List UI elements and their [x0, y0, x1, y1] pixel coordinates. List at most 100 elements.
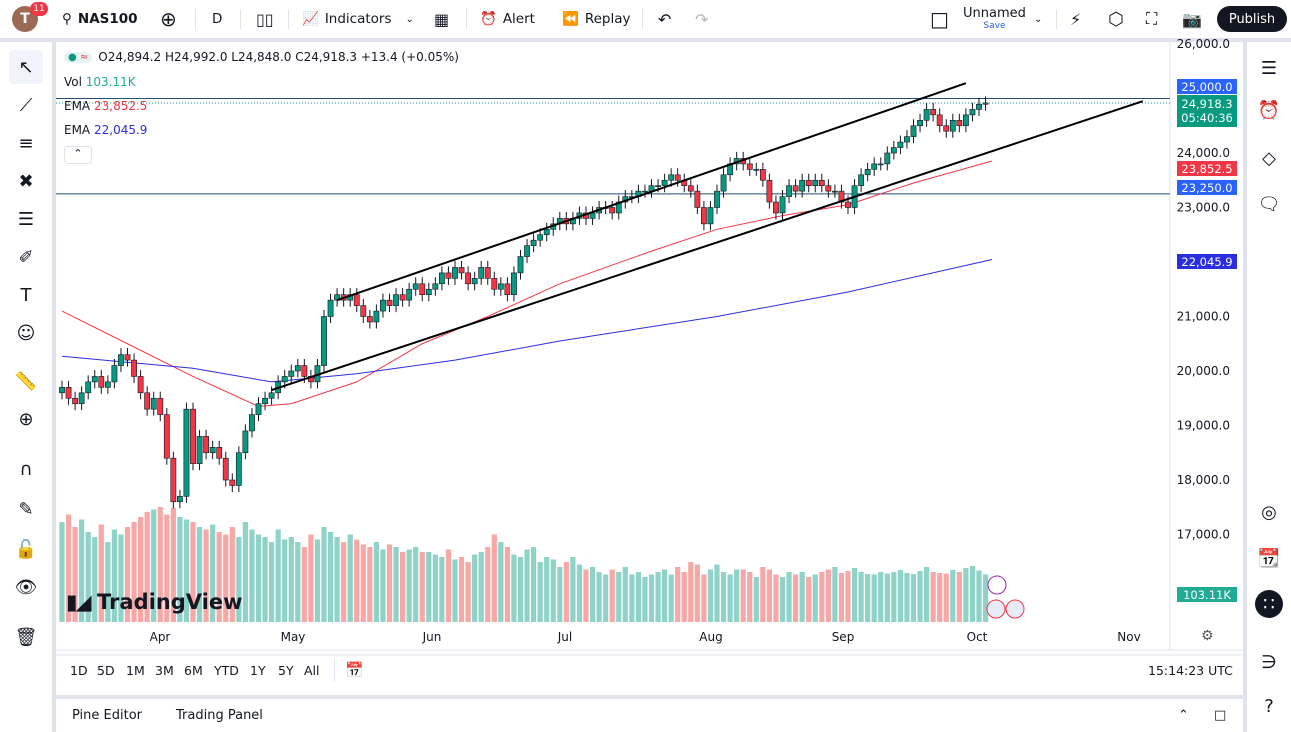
candle-body — [91, 376, 98, 383]
quick-search-icon[interactable]: ⚡ — [1070, 9, 1082, 29]
cursor-icon[interactable]: ↖ — [9, 50, 43, 84]
price-tick: 26,000.0 — [1177, 37, 1230, 51]
candle-body — [249, 414, 255, 432]
fib-icon[interactable]: ☰ — [17, 208, 35, 230]
volume-bar — [393, 547, 399, 622]
range-6m[interactable]: 6M — [184, 663, 203, 678]
volume-tag: 103.11K — [1177, 587, 1237, 602]
fullscreen-icon[interactable]: ⛶ — [1146, 9, 1158, 28]
pine-editor-tab[interactable]: Pine Editor — [72, 708, 143, 723]
collapse-panel-icon[interactable]: ⌃ — [1178, 708, 1189, 723]
ema2-legend[interactable]: EMA 22,045.9 — [64, 123, 148, 137]
indicators-button[interactable]: 📈 Indicators ⌄ — [302, 11, 414, 27]
chevron-down-icon[interactable]: ⌄ — [1034, 13, 1043, 25]
candle-body — [694, 190, 701, 208]
emoji-icon[interactable]: ☺ — [16, 322, 36, 344]
volume-bar — [124, 527, 131, 622]
publish-button[interactable]: Publish — [1217, 6, 1287, 32]
candle-body — [812, 179, 819, 186]
trading-panel-tab[interactable]: Trading Panel — [176, 708, 263, 723]
watchlist-icon[interactable]: ☰ — [1260, 57, 1278, 79]
candle-body — [78, 392, 85, 404]
calendar-events-icon[interactable]: 📆 — [1257, 547, 1281, 569]
undo-icon[interactable]: ↶ — [658, 9, 672, 29]
volume-bar — [930, 572, 936, 622]
candle-body — [504, 283, 511, 295]
layout-icon[interactable]: □ — [930, 7, 949, 31]
range-all[interactable]: All — [304, 663, 320, 678]
candle-type-icon[interactable]: ▯▯ — [256, 9, 274, 29]
broadcast-icon[interactable]: ∋ — [1261, 651, 1277, 673]
range-1d[interactable]: 1D — [70, 663, 88, 678]
ruler-icon[interactable]: 📏 — [14, 370, 38, 392]
volume-bar — [472, 554, 478, 622]
candle-body — [969, 109, 976, 116]
candle-body — [242, 430, 249, 454]
alerts-icon[interactable]: ⏰ — [1257, 99, 1281, 121]
candle-body — [327, 299, 334, 317]
range-5y[interactable]: 5Y — [278, 663, 294, 678]
camera-icon[interactable]: 📷 — [1182, 9, 1202, 29]
range-ytd[interactable]: YTD — [214, 663, 239, 678]
symbol-search[interactable]: ⚲ NAS100 — [62, 0, 138, 38]
volume-bar — [812, 574, 818, 622]
volume-bar — [419, 552, 425, 622]
redo-icon[interactable]: ↷ — [695, 9, 709, 29]
pattern-icon[interactable]: ✖ — [18, 170, 34, 192]
text-icon[interactable]: T — [20, 284, 32, 306]
collapse-legend-button[interactable]: ⌃ — [64, 146, 92, 164]
volume-legend[interactable]: Vol 103.11K — [64, 75, 136, 89]
candle-body — [524, 245, 530, 257]
trash-icon[interactable]: 🗑 — [14, 626, 38, 648]
apps-icon[interactable]: ∷ — [1255, 590, 1283, 618]
utc-clock[interactable]: 15:14:23 UTC — [1148, 663, 1233, 678]
volume-bar — [720, 572, 727, 622]
candle-body — [746, 163, 753, 170]
eye-icon[interactable]: 👁 — [14, 576, 38, 598]
maximize-panel-icon[interactable]: □ — [1214, 708, 1227, 723]
lock-drawing-icon[interactable]: ✎ — [18, 498, 34, 520]
add-symbol-icon[interactable]: ⊕ — [160, 7, 177, 31]
save-link[interactable]: Save — [983, 21, 1006, 31]
trendline-icon[interactable]: ⟋ — [19, 94, 33, 116]
volume-bar — [498, 542, 504, 622]
lock-icon[interactable]: 🔓 — [14, 538, 38, 560]
candle-body — [281, 376, 288, 383]
chat-icon[interactable]: 🗨 — [1257, 193, 1281, 215]
volume-bar — [760, 567, 766, 622]
volume-bar — [550, 559, 556, 622]
interval-button[interactable]: D — [212, 11, 223, 27]
templates-icon[interactable]: ▦ — [434, 9, 450, 29]
candle-body — [871, 163, 878, 170]
settings-icon[interactable]: ⬡ — [1108, 8, 1124, 30]
trendline — [271, 100, 1144, 392]
ema1-legend[interactable]: EMA 23,852.5 — [64, 99, 148, 113]
help-icon[interactable]: ? — [1264, 695, 1274, 717]
alert-button[interactable]: ⏰ Alert — [480, 11, 535, 27]
candle-body — [432, 283, 439, 290]
range-1y[interactable]: 1Y — [250, 663, 266, 678]
candle-body — [949, 120, 956, 132]
target-icon[interactable]: ◎ — [1261, 501, 1277, 523]
price-tick: 23,000.0 — [1177, 201, 1230, 215]
replay-button[interactable]: ⏪ Replay — [562, 11, 631, 27]
zoom-in-icon[interactable]: ⊕ — [18, 408, 34, 430]
candle-body — [222, 457, 229, 481]
volume-bar — [779, 577, 786, 622]
range-5d[interactable]: 5D — [97, 663, 115, 678]
volume-bar — [151, 509, 157, 622]
layers-icon[interactable]: ◇ — [1262, 147, 1276, 169]
volume-bar — [871, 574, 877, 622]
range-3m[interactable]: 3M — [155, 663, 174, 678]
candle-body — [825, 185, 832, 192]
layout-name[interactable]: Unnamed Save — [963, 6, 1026, 31]
calendar-icon[interactable]: 📅 — [345, 661, 364, 679]
magnet-icon[interactable]: ∩ — [19, 458, 33, 480]
horizontal-lines-icon[interactable]: ≡ — [18, 132, 34, 154]
range-1m[interactable]: 1M — [126, 663, 145, 678]
volume-bar — [504, 547, 510, 622]
candle-body — [700, 207, 707, 225]
axis-settings-icon[interactable]: ⚙ — [1201, 628, 1214, 644]
brush-icon[interactable]: ✐ — [18, 246, 34, 268]
